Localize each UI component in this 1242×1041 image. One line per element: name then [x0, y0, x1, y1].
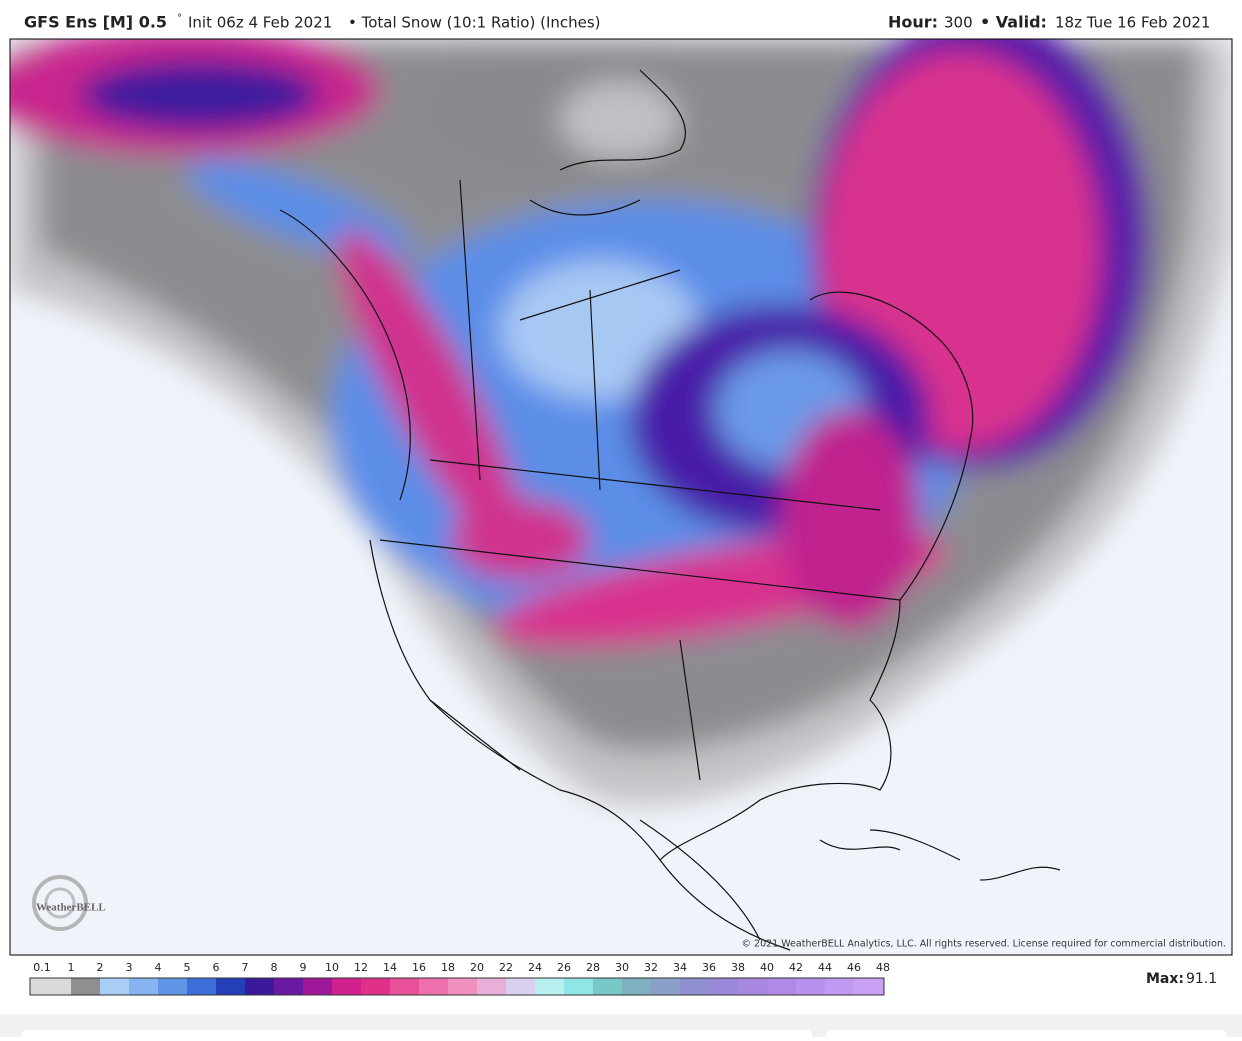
legend-swatch	[361, 978, 390, 995]
legend-label: 8	[271, 961, 278, 974]
legend-label: 22	[499, 961, 513, 974]
legend-swatch	[187, 978, 216, 995]
header-bar	[0, 0, 1242, 38]
legend-swatch	[100, 978, 129, 995]
legend-swatch	[477, 978, 506, 995]
legend-swatch	[738, 978, 767, 995]
legend-swatch	[825, 978, 854, 995]
max-value: 91.1	[1186, 971, 1217, 987]
degree-sign: °	[177, 13, 182, 24]
legend-label: 16	[412, 961, 426, 974]
legend-label: 48	[876, 961, 890, 974]
legend-label: 18	[441, 961, 455, 974]
legend-swatch	[71, 978, 100, 995]
hour-label: Hour:	[888, 13, 938, 32]
init-time: Init 06z 4 Feb 2021	[188, 14, 332, 32]
bottom-card	[22, 1030, 812, 1040]
legend-label: 1	[68, 961, 75, 974]
legend-swatch	[390, 978, 419, 995]
legend-swatch	[506, 978, 535, 995]
legend-swatch	[651, 978, 680, 995]
legend-label: 24	[528, 961, 542, 974]
valid-time: 18z Tue 16 Feb 2021	[1055, 14, 1210, 32]
legend-label: 6	[213, 961, 220, 974]
legend-swatch	[419, 978, 448, 995]
legend-swatch	[30, 978, 71, 995]
legend-swatch	[332, 978, 361, 995]
logo: WeatherBELL	[32, 875, 106, 931]
max-label: Max:	[1146, 971, 1184, 987]
legend-swatch	[274, 978, 303, 995]
legend-swatch	[767, 978, 796, 995]
legend-swatch	[158, 978, 187, 995]
legend-label: 7	[242, 961, 249, 974]
legend-swatch	[303, 978, 332, 995]
legend-label: 28	[586, 961, 600, 974]
hour-value: 300	[944, 14, 973, 32]
legend-label: 26	[557, 961, 571, 974]
legend-swatch	[796, 978, 825, 995]
legend-label: 34	[673, 961, 687, 974]
legend-label: 12	[354, 961, 368, 974]
legend-swatch	[622, 978, 651, 995]
valid-label: • Valid:	[980, 13, 1047, 32]
legend-label: 32	[644, 961, 658, 974]
legend-swatch	[245, 978, 274, 995]
model-name: GFS Ens [M] 0.5	[24, 13, 167, 32]
legend-swatch	[448, 978, 477, 995]
legend-label: 40	[760, 961, 774, 974]
product-name: • Total Snow (10:1 Ratio) (Inches)	[348, 14, 601, 32]
legend-label: 2	[97, 961, 104, 974]
legend-swatch	[129, 978, 158, 995]
legend-label: 5	[184, 961, 191, 974]
legend-label: 42	[789, 961, 803, 974]
legend-swatch	[854, 978, 884, 995]
snow-field	[10, 39, 1232, 806]
map-frame	[9, 38, 1233, 956]
map-area	[10, 39, 1232, 955]
bottom-card	[826, 1030, 1226, 1040]
copyright: © 2021 WeatherBELL Analytics, LLC. All r…	[742, 939, 1226, 950]
color-legend: 0.1 1 2 3 4 5 6 7 8 9 10 12 14 16 18 20 22 24 26 28 30 32 34 36…	[29, 961, 890, 996]
legend-frame	[29, 977, 885, 996]
legend-swatch	[593, 978, 622, 995]
legend-label: 46	[847, 961, 861, 974]
coastlines	[279, 69, 1061, 951]
legend-label: 9	[300, 961, 307, 974]
legend-label: 0.1	[33, 961, 51, 974]
legend-swatch	[564, 978, 593, 995]
legend-swatch	[680, 978, 709, 995]
legend-label: 20	[470, 961, 484, 974]
legend-label: 38	[731, 961, 745, 974]
legend-swatch	[216, 978, 245, 995]
legend-label: 4	[155, 961, 162, 974]
legend-label: 10	[325, 961, 339, 974]
legend-label: 44	[818, 961, 832, 974]
legend-swatch	[535, 978, 564, 995]
legend-label: 14	[383, 961, 397, 974]
legend-label: 30	[615, 961, 629, 974]
logo-text: WeatherBELL	[36, 902, 106, 914]
legend-label: 36	[702, 961, 716, 974]
legend-label: 3	[126, 961, 133, 974]
legend-swatch	[709, 978, 738, 995]
